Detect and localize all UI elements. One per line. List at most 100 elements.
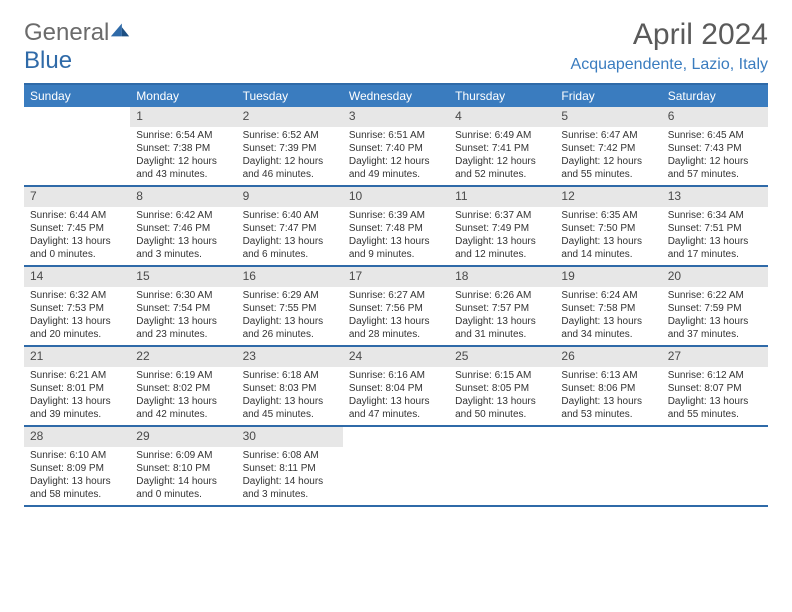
daylight-line: Daylight: 13 hours and 6 minutes. [243,235,337,261]
day-number: 4 [449,107,555,127]
sunrise-line: Sunrise: 6:44 AM [30,209,124,222]
daylight-line: Daylight: 13 hours and 45 minutes. [243,395,337,421]
day-number: 17 [343,267,449,287]
daylight-line: Daylight: 13 hours and 39 minutes. [30,395,124,421]
daylight-line: Daylight: 13 hours and 31 minutes. [455,315,549,341]
day-cell: 11Sunrise: 6:37 AMSunset: 7:49 PMDayligh… [449,187,555,265]
day-number: 10 [343,187,449,207]
day-cell: 27Sunrise: 6:12 AMSunset: 8:07 PMDayligh… [662,347,768,425]
day-cell: 4Sunrise: 6:49 AMSunset: 7:41 PMDaylight… [449,107,555,185]
day-body: Sunrise: 6:13 AMSunset: 8:06 PMDaylight:… [555,367,661,425]
day-body: Sunrise: 6:19 AMSunset: 8:02 PMDaylight:… [130,367,236,425]
week-row: 21Sunrise: 6:21 AMSunset: 8:01 PMDayligh… [24,347,768,427]
daylight-line: Daylight: 13 hours and 14 minutes. [561,235,655,261]
sunrise-line: Sunrise: 6:26 AM [455,289,549,302]
day-of-week-cell: Sunday [24,85,130,107]
sunset-line: Sunset: 7:53 PM [30,302,124,315]
sunrise-line: Sunrise: 6:16 AM [349,369,443,382]
day-cell: 9Sunrise: 6:40 AMSunset: 7:47 PMDaylight… [237,187,343,265]
day-body: Sunrise: 6:30 AMSunset: 7:54 PMDaylight:… [130,287,236,345]
day-number: 24 [343,347,449,367]
day-cell: . [343,427,449,505]
sunrise-line: Sunrise: 6:37 AM [455,209,549,222]
day-cell: . [449,427,555,505]
daylight-line: Daylight: 13 hours and 17 minutes. [668,235,762,261]
day-body: Sunrise: 6:35 AMSunset: 7:50 PMDaylight:… [555,207,661,265]
daylight-line: Daylight: 13 hours and 37 minutes. [668,315,762,341]
day-number: 6 [662,107,768,127]
day-number: 7 [24,187,130,207]
logo: General Blue [24,18,131,75]
sunset-line: Sunset: 8:10 PM [136,462,230,475]
sunset-line: Sunset: 7:49 PM [455,222,549,235]
day-body: Sunrise: 6:16 AMSunset: 8:04 PMDaylight:… [343,367,449,425]
daylight-line: Daylight: 13 hours and 55 minutes. [668,395,762,421]
day-cell: 2Sunrise: 6:52 AMSunset: 7:39 PMDaylight… [237,107,343,185]
logo-text-general: General [24,19,109,46]
day-cell: 7Sunrise: 6:44 AMSunset: 7:45 PMDaylight… [24,187,130,265]
day-number: 27 [662,347,768,367]
day-body: Sunrise: 6:40 AMSunset: 7:47 PMDaylight:… [237,207,343,265]
logo-triangle-icon [109,18,131,40]
day-cell: 23Sunrise: 6:18 AMSunset: 8:03 PMDayligh… [237,347,343,425]
day-body: Sunrise: 6:42 AMSunset: 7:46 PMDaylight:… [130,207,236,265]
day-number: 16 [237,267,343,287]
daylight-line: Daylight: 13 hours and 34 minutes. [561,315,655,341]
daylight-line: Daylight: 13 hours and 42 minutes. [136,395,230,421]
daylight-line: Daylight: 13 hours and 28 minutes. [349,315,443,341]
daylight-line: Daylight: 13 hours and 50 minutes. [455,395,549,421]
sunset-line: Sunset: 8:07 PM [668,382,762,395]
day-number: 8 [130,187,236,207]
day-of-week-cell: Wednesday [343,85,449,107]
day-body: Sunrise: 6:21 AMSunset: 8:01 PMDaylight:… [24,367,130,425]
sunset-line: Sunset: 7:47 PM [243,222,337,235]
sunrise-line: Sunrise: 6:47 AM [561,129,655,142]
day-cell: 10Sunrise: 6:39 AMSunset: 7:48 PMDayligh… [343,187,449,265]
day-number: 15 [130,267,236,287]
day-cell: 18Sunrise: 6:26 AMSunset: 7:57 PMDayligh… [449,267,555,345]
daylight-line: Daylight: 12 hours and 43 minutes. [136,155,230,181]
day-body: Sunrise: 6:12 AMSunset: 8:07 PMDaylight:… [662,367,768,425]
day-number: 18 [449,267,555,287]
day-number: 2 [237,107,343,127]
daylight-line: Daylight: 12 hours and 52 minutes. [455,155,549,181]
day-cell: 25Sunrise: 6:15 AMSunset: 8:05 PMDayligh… [449,347,555,425]
day-body: Sunrise: 6:37 AMSunset: 7:49 PMDaylight:… [449,207,555,265]
day-body: Sunrise: 6:22 AMSunset: 7:59 PMDaylight:… [662,287,768,345]
sunset-line: Sunset: 7:41 PM [455,142,549,155]
day-body: Sunrise: 6:09 AMSunset: 8:10 PMDaylight:… [130,447,236,505]
day-cell: . [555,427,661,505]
day-cell: . [662,427,768,505]
daylight-line: Daylight: 13 hours and 20 minutes. [30,315,124,341]
day-number: 11 [449,187,555,207]
sunset-line: Sunset: 7:46 PM [136,222,230,235]
day-number: 3 [343,107,449,127]
sunrise-line: Sunrise: 6:22 AM [668,289,762,302]
day-of-week-cell: Saturday [662,85,768,107]
sunset-line: Sunset: 8:11 PM [243,462,337,475]
daylight-line: Daylight: 12 hours and 46 minutes. [243,155,337,181]
day-number: 28 [24,427,130,447]
day-body: Sunrise: 6:24 AMSunset: 7:58 PMDaylight:… [555,287,661,345]
day-number: 21 [24,347,130,367]
sunset-line: Sunset: 7:39 PM [243,142,337,155]
sunset-line: Sunset: 7:59 PM [668,302,762,315]
daylight-line: Daylight: 13 hours and 47 minutes. [349,395,443,421]
week-row: 14Sunrise: 6:32 AMSunset: 7:53 PMDayligh… [24,267,768,347]
day-cell: 6Sunrise: 6:45 AMSunset: 7:43 PMDaylight… [662,107,768,185]
daylight-line: Daylight: 13 hours and 53 minutes. [561,395,655,421]
sunrise-line: Sunrise: 6:27 AM [349,289,443,302]
day-cell: 20Sunrise: 6:22 AMSunset: 7:59 PMDayligh… [662,267,768,345]
sunset-line: Sunset: 7:40 PM [349,142,443,155]
sunset-line: Sunset: 7:51 PM [668,222,762,235]
daylight-line: Daylight: 13 hours and 23 minutes. [136,315,230,341]
sunset-line: Sunset: 7:42 PM [561,142,655,155]
sunset-line: Sunset: 8:05 PM [455,382,549,395]
sunset-line: Sunset: 8:01 PM [30,382,124,395]
day-number: 22 [130,347,236,367]
day-number: 23 [237,347,343,367]
sunset-line: Sunset: 8:09 PM [30,462,124,475]
day-cell: 24Sunrise: 6:16 AMSunset: 8:04 PMDayligh… [343,347,449,425]
day-body: Sunrise: 6:26 AMSunset: 7:57 PMDaylight:… [449,287,555,345]
day-of-week-cell: Tuesday [237,85,343,107]
